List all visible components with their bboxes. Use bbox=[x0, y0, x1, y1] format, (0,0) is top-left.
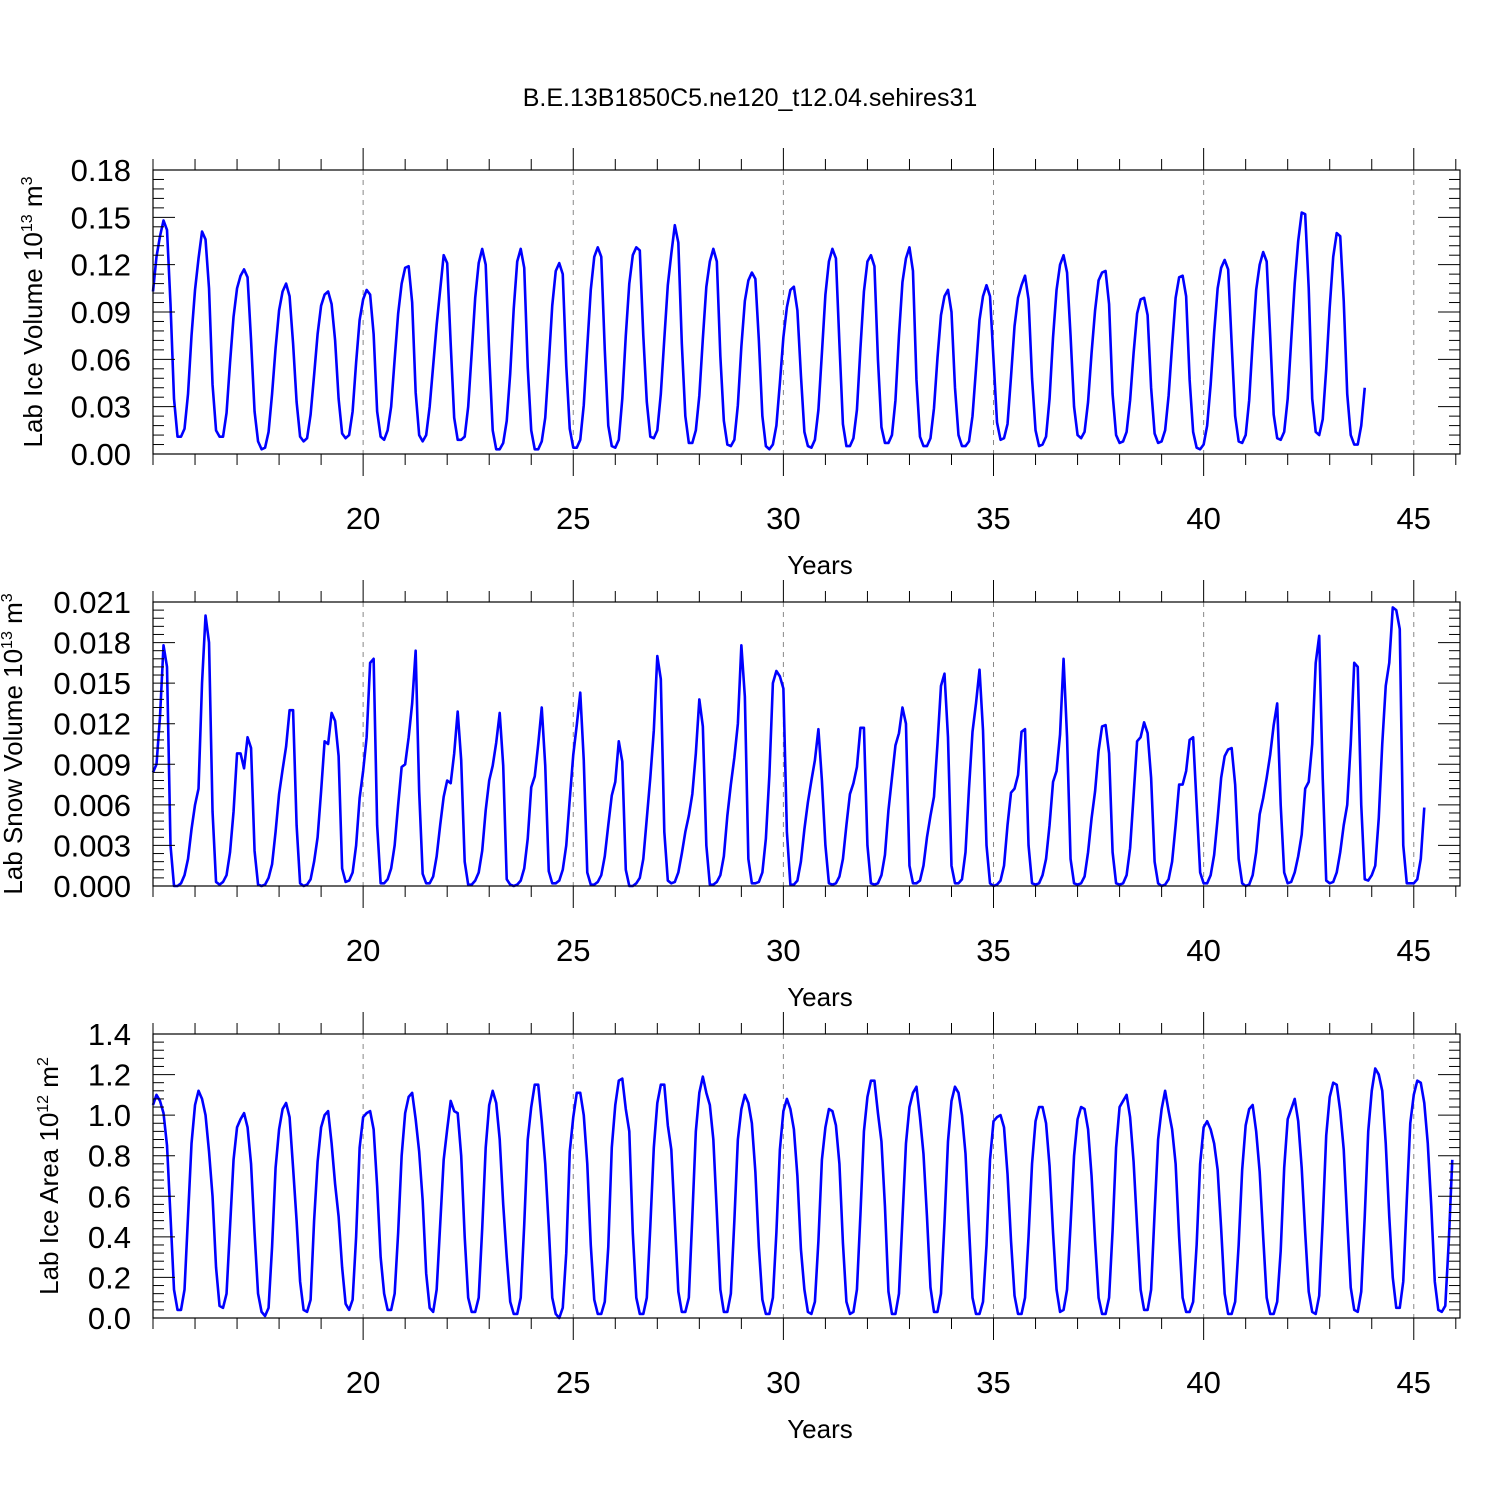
y-tick-label: 0.15 bbox=[71, 200, 131, 235]
y-tick-label: 0.012 bbox=[53, 707, 131, 742]
y-tick-label: 0.09 bbox=[71, 295, 131, 330]
figure-title: B.E.13B1850C5.ne120_t12.04.sehires31 bbox=[523, 84, 978, 112]
y-axis-title-unit-exponent: 2 bbox=[35, 1057, 52, 1066]
y-tick-label: 1.4 bbox=[88, 1017, 131, 1052]
y-tick-label: 0.03 bbox=[71, 390, 131, 425]
x-axis-title: Years bbox=[787, 550, 853, 580]
y-tick-label: 1.0 bbox=[88, 1098, 131, 1133]
y-tick-label: 0.003 bbox=[53, 828, 131, 863]
y-axis-title-base: Lab Ice Volume 10 bbox=[18, 232, 48, 447]
y-axis-title: Lab Snow Volume 1013 m3 bbox=[0, 593, 28, 894]
y-tick-label: 0.009 bbox=[53, 747, 131, 782]
y-axis-title-unit: m bbox=[0, 602, 28, 631]
panel-1: 20 25 30 35 40 45 Years 0.00 0.03 0.06 0.09 0.12 0.1… bbox=[18, 148, 1461, 580]
y-axis-title: Lab Ice Volume 1013 m3 bbox=[18, 176, 48, 447]
y-tick-label: 0.00 bbox=[71, 437, 131, 472]
y-tick-label: 0.021 bbox=[53, 585, 131, 620]
x-tick-label: 45 bbox=[1397, 933, 1431, 968]
x-tick-label: 30 bbox=[766, 1365, 800, 1400]
y-tick-label: 0.8 bbox=[88, 1139, 131, 1174]
x-tick-label: 20 bbox=[346, 1365, 380, 1400]
y-axis-title-base: Lab Snow Volume 10 bbox=[0, 649, 28, 895]
y-axis-title-unit-exponent: 3 bbox=[19, 176, 36, 185]
x-tick-label: 20 bbox=[346, 933, 380, 968]
y-tick-label: 1.2 bbox=[88, 1058, 131, 1093]
y-tick-label: 0.0 bbox=[88, 1301, 131, 1336]
x-tick-label: 30 bbox=[766, 501, 800, 536]
x-tick-label: 35 bbox=[976, 933, 1010, 968]
y-tick-label: 0.4 bbox=[88, 1220, 131, 1255]
y-tick-label: 0.12 bbox=[71, 248, 131, 283]
y-tick-label: 0.015 bbox=[53, 666, 131, 701]
x-tick-label: 20 bbox=[346, 501, 380, 536]
series-line bbox=[151, 606, 1426, 888]
x-tick-label: 40 bbox=[1186, 501, 1220, 536]
y-axis-title-unit: m bbox=[34, 1066, 64, 1095]
x-tick-label: 40 bbox=[1186, 1365, 1220, 1400]
x-tick-label: 25 bbox=[556, 501, 590, 536]
series-line bbox=[151, 211, 1367, 451]
panels: 20 25 30 35 40 45Years0.000.030.060.090.120.1… bbox=[0, 148, 1461, 1444]
x-axis-title: Years bbox=[787, 1414, 853, 1444]
panel-3: 20 25 30 35 40 45 Years 0.0 0.2 0.4 0.6 0.8 1.0 1.2 1.… bbox=[34, 1012, 1461, 1444]
y-axis-title: Lab Ice Area 1012 m2 bbox=[34, 1057, 64, 1295]
panel-2: 20 25 30 35 40 45 Years 0.000 0.003 0.006 0.009 0.0… bbox=[0, 580, 1461, 1012]
y-axis-title-exponent: 13 bbox=[19, 214, 36, 232]
y-tick-label: 0.2 bbox=[88, 1260, 131, 1295]
y-tick-label: 0.018 bbox=[53, 626, 131, 661]
series-line bbox=[151, 1067, 1454, 1320]
y-tick-label: 0.000 bbox=[53, 869, 131, 904]
plot-frame bbox=[152, 601, 1461, 887]
x-tick-label: 40 bbox=[1186, 933, 1220, 968]
x-tick-label: 35 bbox=[976, 501, 1010, 536]
y-axis-title-unit-exponent: 3 bbox=[0, 593, 16, 602]
x-tick-label: 45 bbox=[1397, 501, 1431, 536]
y-tick-label: 0.6 bbox=[88, 1179, 131, 1214]
x-tick-label: 30 bbox=[766, 933, 800, 968]
x-tick-label: 35 bbox=[976, 1365, 1010, 1400]
y-tick-label: 0.06 bbox=[71, 342, 131, 377]
x-tick-label: 45 bbox=[1397, 1365, 1431, 1400]
y-tick-label: 0.18 bbox=[71, 153, 131, 188]
x-tick-label: 25 bbox=[556, 933, 590, 968]
x-axis-title: Years bbox=[787, 982, 853, 1012]
y-axis-title-exponent: 12 bbox=[35, 1095, 52, 1113]
y-tick-label: 0.006 bbox=[53, 788, 131, 823]
y-axis-title-base: Lab Ice Area 10 bbox=[34, 1113, 64, 1295]
plot-frame bbox=[152, 1033, 1461, 1319]
y-axis-title-exponent: 13 bbox=[0, 631, 16, 649]
y-axis-title-unit: m bbox=[18, 185, 48, 214]
x-tick-label: 25 bbox=[556, 1365, 590, 1400]
